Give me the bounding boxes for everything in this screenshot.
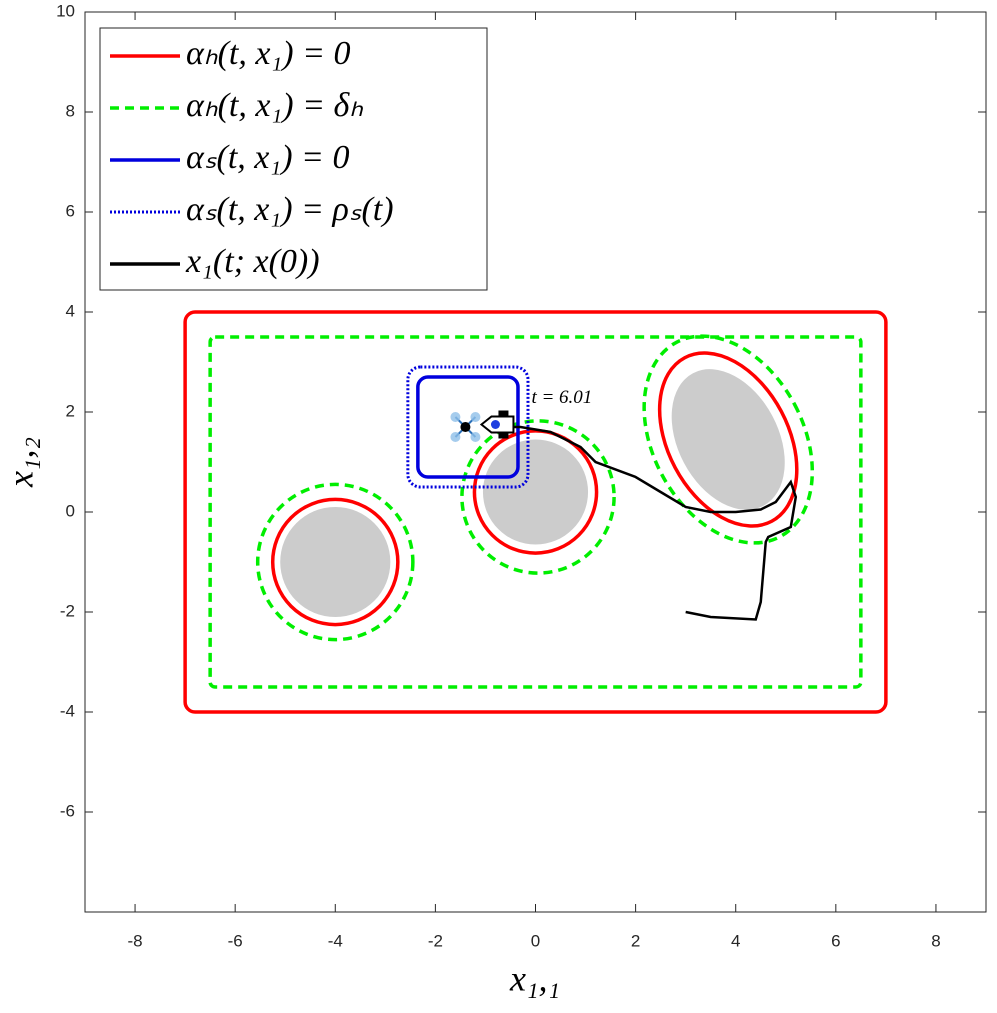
obstacle xyxy=(482,439,589,545)
drone-rotor xyxy=(470,432,481,442)
legend-label: αₛ(t, x₁) = 0 xyxy=(186,139,349,176)
y-axis-label: x₁,₂ xyxy=(0,437,40,488)
x-tick-label: 0 xyxy=(531,931,540,950)
drone-rotor xyxy=(450,432,461,442)
y-tick-label: 2 xyxy=(66,401,75,420)
legend: αₕ(t, x₁) = 0 αₕ(t, x₁) = δₕ αₛ(t, x₁) = 0… xyxy=(99,27,488,291)
x-tick-label: 2 xyxy=(631,931,640,950)
level-set-ellipse xyxy=(270,497,400,627)
vehicle xyxy=(460,422,471,432)
robot-wheel xyxy=(498,410,509,417)
y-tick-label: 4 xyxy=(66,301,75,320)
y-tick-label: -6 xyxy=(60,801,75,820)
target xyxy=(490,420,500,429)
level-set-rect xyxy=(208,335,863,689)
x-tick-label: -4 xyxy=(328,931,343,950)
obstacle xyxy=(280,506,391,618)
drone-rotor xyxy=(470,412,481,422)
y-tick-label: -4 xyxy=(60,701,75,720)
obstacle xyxy=(671,369,785,510)
legend-label: x₁(t; x(0)) xyxy=(185,243,320,280)
ticks: -8 -6 -4 -2 0 2 4 6 8 -6 -4 -2 0 2 4 6 8 10 xyxy=(56,1,986,950)
y-tick-label: 10 xyxy=(56,1,75,20)
trajectory xyxy=(497,425,798,621)
plot-layer: t = 6.01 xyxy=(183,310,888,714)
x-tick-label: -6 xyxy=(228,931,243,950)
annotation: t = 6.01 xyxy=(531,387,592,408)
x-tick-label: -8 xyxy=(127,931,142,950)
robot-wheel xyxy=(498,432,509,439)
drone-rotor xyxy=(450,412,461,422)
level-set-ellipse xyxy=(642,334,815,545)
legend-label: αₛ(t, x₁) = ρₛ(t) xyxy=(186,191,394,228)
x-tick-label: 8 xyxy=(931,931,940,950)
level-set-rect xyxy=(406,365,530,489)
level-set-rect xyxy=(183,310,888,714)
x-tick-label: 6 xyxy=(831,931,840,950)
level-set-ellipse xyxy=(255,482,415,642)
x-tick-label: -2 xyxy=(428,931,443,950)
legend-label: αₕ(t, x₁) = 0 xyxy=(186,35,351,72)
level-set-ellipse xyxy=(657,351,799,528)
x-axis-label: x₁,₁ xyxy=(509,958,560,998)
y-tick-label: -2 xyxy=(60,601,75,620)
y-tick-label: 8 xyxy=(66,101,75,120)
level-set-ellipse xyxy=(472,429,599,555)
y-tick-label: 6 xyxy=(66,201,75,220)
legend-label: αₕ(t, x₁) = δₕ xyxy=(186,87,363,124)
level-set-ellipse xyxy=(460,419,616,575)
x-tick-label: 4 xyxy=(731,931,740,950)
y-tick-label: 0 xyxy=(66,501,75,520)
